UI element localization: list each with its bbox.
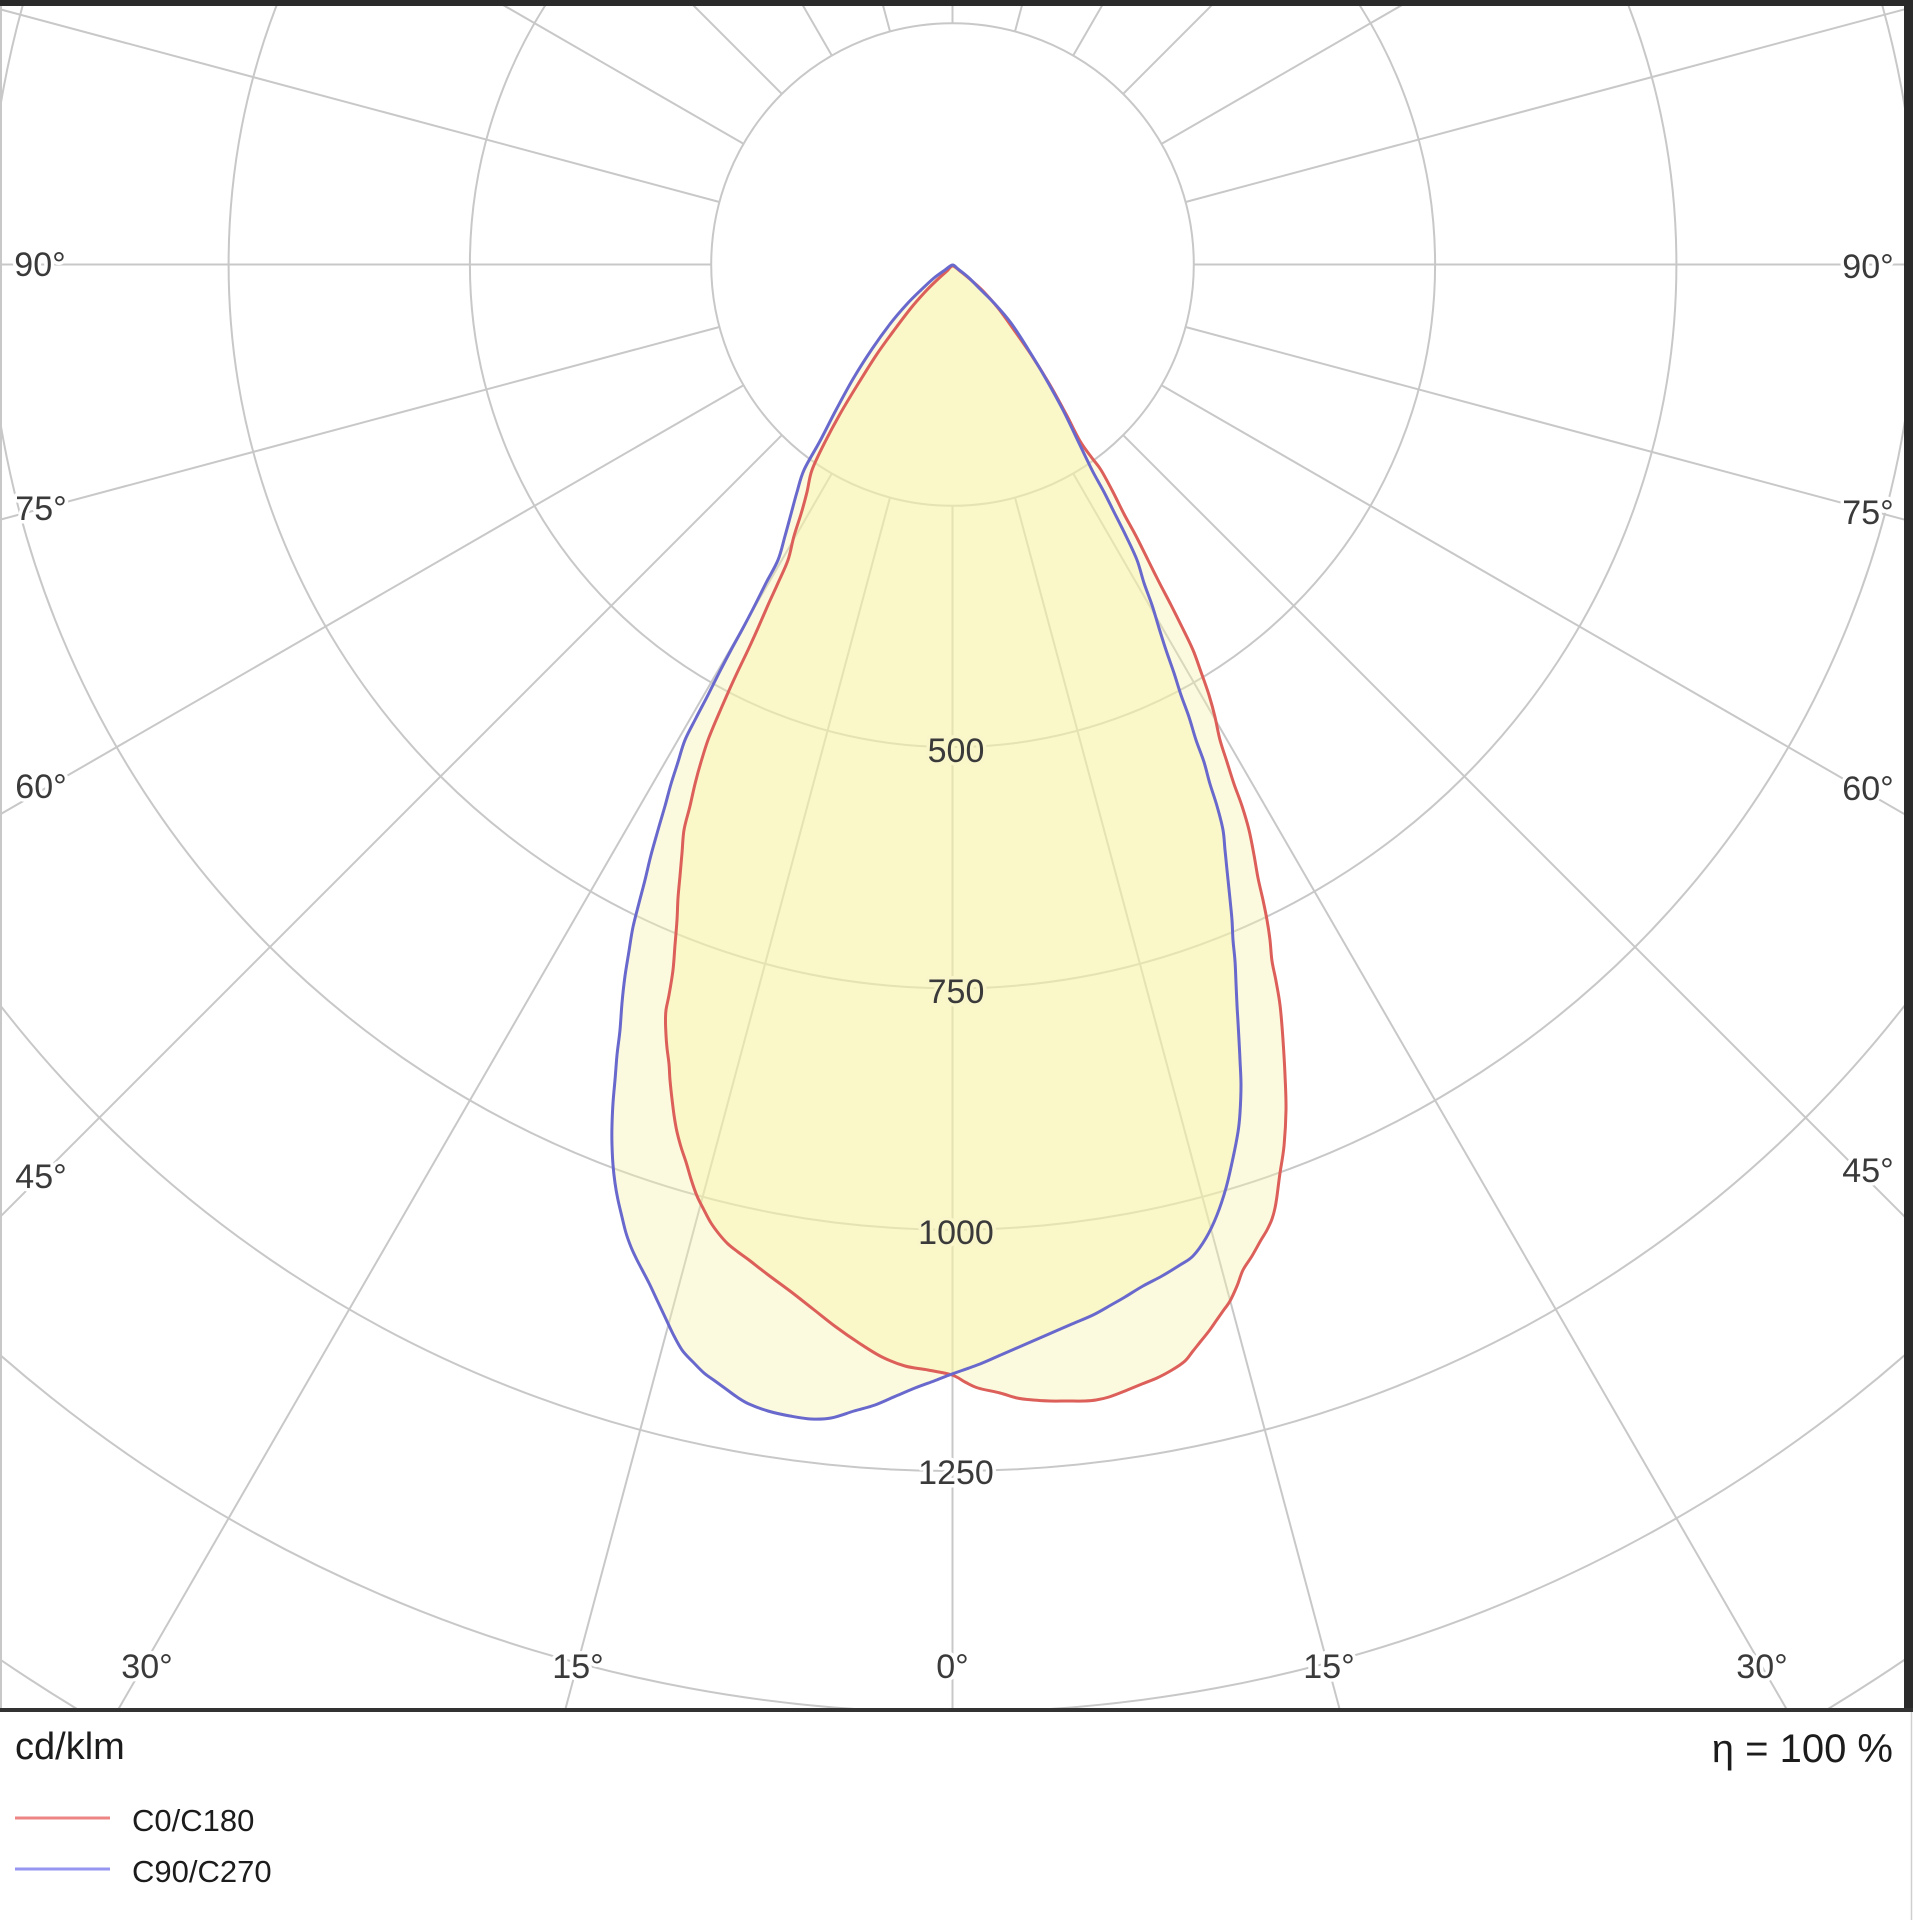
svg-text:60°: 60°	[1842, 770, 1893, 808]
svg-text:75°: 75°	[1842, 494, 1893, 532]
svg-text:90°: 90°	[14, 246, 65, 284]
svg-text:1250: 1250	[918, 1454, 994, 1492]
svg-text:750: 750	[928, 973, 985, 1011]
svg-text:0°: 0°	[936, 1648, 969, 1686]
svg-text:60°: 60°	[15, 768, 66, 806]
svg-text:15°: 15°	[1303, 1648, 1354, 1686]
svg-text:η = 100 %: η = 100 %	[1712, 1727, 1893, 1771]
svg-text:C90/C270: C90/C270	[132, 1854, 272, 1889]
svg-text:90°: 90°	[1842, 248, 1893, 286]
svg-text:15°: 15°	[552, 1648, 603, 1686]
svg-text:30°: 30°	[121, 1648, 172, 1686]
svg-text:500: 500	[928, 732, 985, 770]
svg-text:30°: 30°	[1736, 1648, 1787, 1686]
svg-text:C0/C180: C0/C180	[132, 1803, 254, 1838]
svg-text:45°: 45°	[15, 1158, 66, 1196]
svg-text:1000: 1000	[918, 1214, 994, 1252]
svg-text:cd/klm: cd/klm	[15, 1726, 125, 1768]
svg-text:45°: 45°	[1842, 1152, 1893, 1190]
svg-text:75°: 75°	[15, 490, 66, 528]
